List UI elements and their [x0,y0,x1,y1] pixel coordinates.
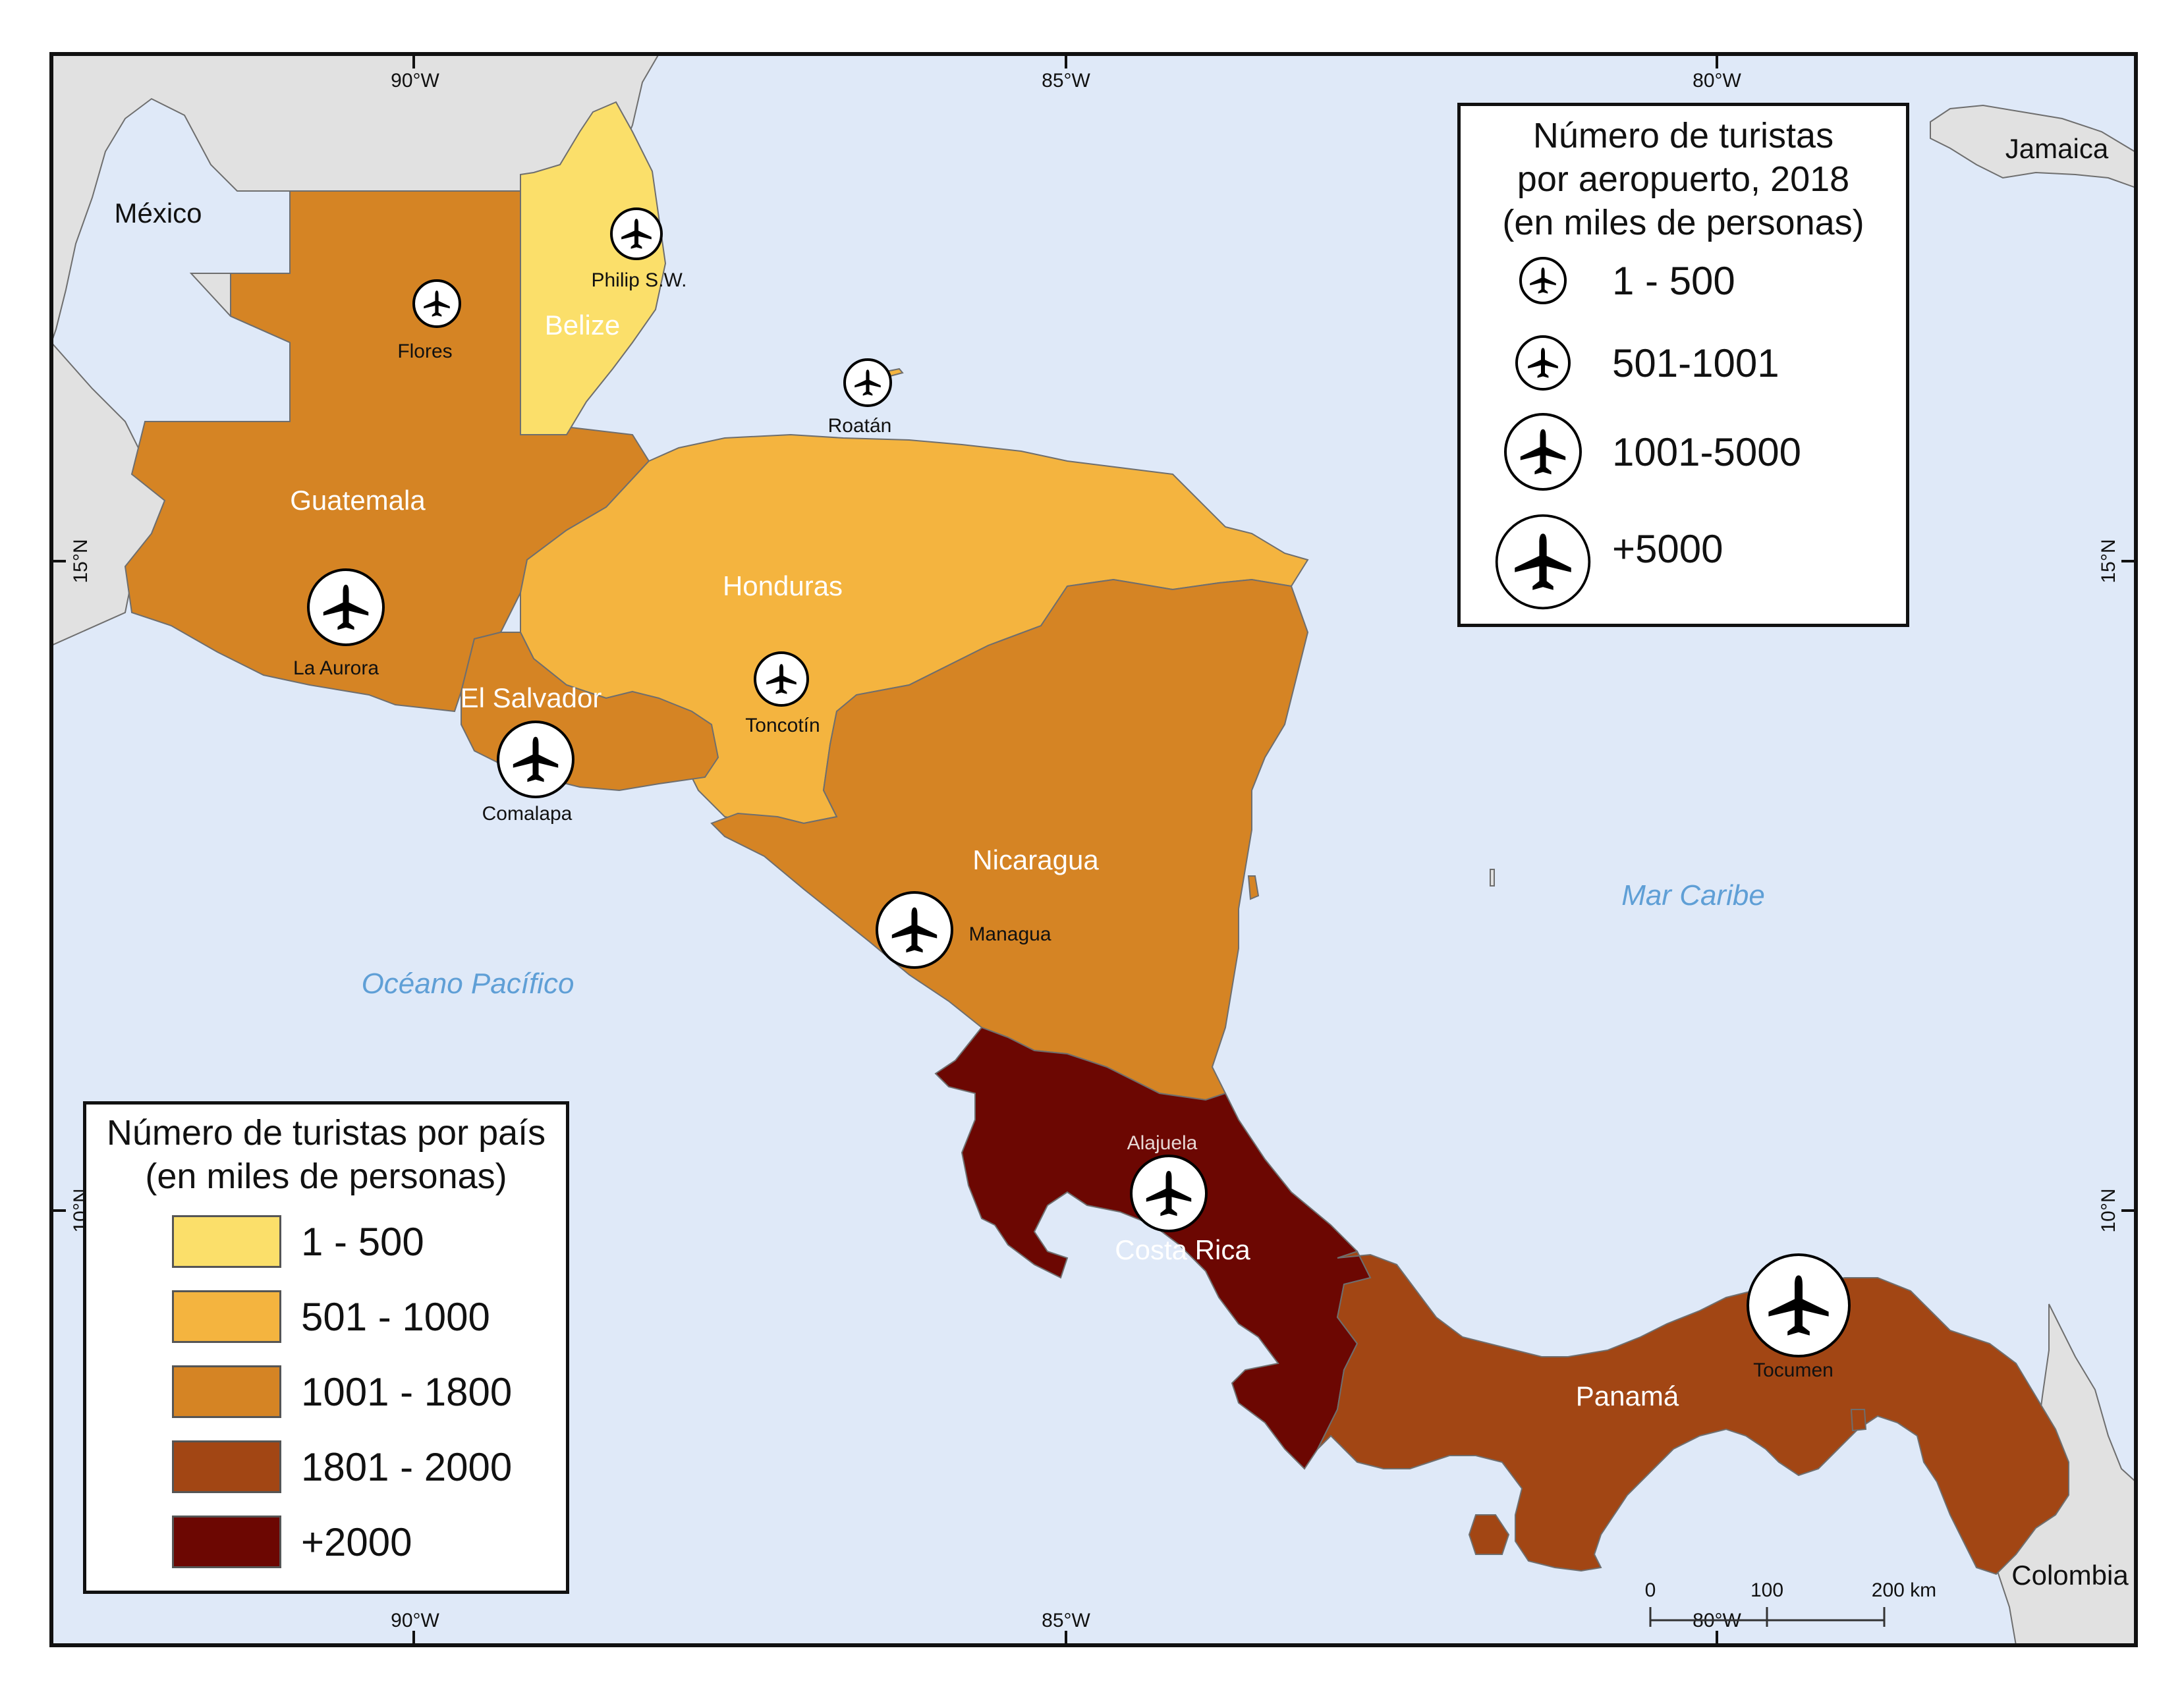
scale-bar-labels: 0 100 200 km [1645,1579,1937,1601]
airport-label: Flores [397,341,452,362]
label-el-salvador: El Salvador [461,682,602,713]
legend-swatch-3 [172,1365,281,1418]
label-pacific-ocean: Océano Pacífico [362,968,574,1000]
airport-label: Roatán [828,415,892,437]
airport-legend-row: 501-1001 [1494,330,1779,396]
place-labels: México Jamaica Colombia [114,133,2129,1591]
airport-legend-title: Número de turistas por aeropuerto, 2018 … [1461,114,1906,244]
airport-label: Alajuela [1127,1132,1198,1154]
airport-legend-title-line: por aeropuerto, 2018 [1517,159,1850,199]
legend-swatch-1 [172,1215,281,1268]
airport-comalapa[interactable]: Comalapa [482,721,574,825]
scale-tick-100: 100 [1750,1579,1783,1601]
country-legend-row: 1001 - 1800 [172,1365,512,1418]
airport-legend-row: 1001-5000 [1494,409,1801,495]
top-lon-80: 80°W [1693,70,1741,92]
plane-icon [1495,514,1591,610]
map-frame [49,52,2138,1647]
country-labels: Guatemala Belize Honduras El Salvador Ni… [290,310,1679,1411]
nicaragua-shape [710,578,1309,1101]
label-mexico: México [114,198,202,229]
plane-icon [1504,413,1582,491]
country-legend-row: 1 - 500 [172,1215,424,1268]
airport-la-aurora[interactable]: La Aurora [293,568,385,679]
label-guatemala: Guatemala [290,485,426,516]
airport-legend-marker [1494,409,1592,495]
bottom-lon-90: 90°W [391,1610,439,1631]
country-legend-label: +2000 [301,1519,412,1564]
label-belize: Belize [545,310,620,341]
legend-swatch-2 [172,1290,281,1343]
airport-label: Tocumen [1753,1359,1834,1381]
label-panama: Panamá [1576,1380,1679,1411]
scale-tick-200: 200 km [1872,1579,1936,1601]
airport-legend-title-line: (en miles de personas) [1502,203,1864,242]
scale-tick-0: 0 [1645,1579,1656,1601]
airport-label: Philip S.W. [591,269,686,291]
country-legend-row: 501 - 1000 [172,1290,490,1343]
country-legend-title-line: Número de turistas por país [106,1113,546,1153]
airport-flores[interactable]: Flores [397,279,461,362]
airport-legend-row: +5000 [1494,509,1723,615]
right-lat-10: 10°N [2098,1188,2119,1232]
airport-alajuela[interactable]: Alajuela [1127,1132,1208,1232]
top-lon-85: 85°W [1042,70,1090,92]
label-colombia: Colombia [2011,1560,2129,1591]
airport-managua[interactable]: Managua [876,891,1051,969]
legend-swatch-4 [172,1440,281,1493]
label-caribbean-sea: Mar Caribe [1621,879,1765,912]
country-legend-label: 501 - 1000 [301,1294,490,1339]
airport-legend-label: 1 - 500 [1612,258,1735,303]
label-jamaica: Jamaica [2005,133,2109,164]
airport-legend-title-line: Número de turistas [1532,116,1834,155]
country-legend-row: +2000 [172,1516,412,1568]
bottom-lon-85: 85°W [1042,1610,1090,1631]
label-honduras: Honduras [723,570,843,601]
costa-rica-shape [934,1026,1372,1470]
airport-tocumen[interactable]: Tocumen [1747,1253,1851,1381]
airport-legend-marker [1494,251,1592,310]
left-lat-15: 15°N [70,539,92,583]
airport-label: La Aurora [293,657,379,679]
airports: Philip S.W. Flores Roatán La Aurora Coma… [293,207,1851,1381]
country-legend-label: 1001 - 1800 [301,1369,513,1414]
airport-roatan[interactable]: Roatán [828,358,892,437]
country-legend-label: 1801 - 2000 [301,1444,513,1489]
right-lat-15: 15°N [2098,539,2119,583]
graticule-ticks [51,54,2136,1645]
airport-label: Managua [968,923,1051,945]
airport-legend-label: 1001-5000 [1612,429,1801,474]
scale-bar [1649,1607,1886,1627]
label-costa-rica: Costa Rica [1115,1234,1250,1265]
country-legend-label: 1 - 500 [301,1219,424,1264]
airport-legend-label: +5000 [1612,526,1723,571]
legend-swatch-5 [172,1516,281,1568]
airport-legend: Número de turistas por aeropuerto, 2018 … [1457,103,1909,627]
panama-shape [1317,1250,2069,1575]
country-legend-title-line: (en miles de personas) [145,1157,507,1196]
water-labels: Océano Pacífico Mar Caribe [362,879,1765,1000]
nicaragua-island [1247,875,1260,900]
label-nicaragua: Nicaragua [972,844,1099,875]
panama-island-small [1850,1409,1867,1432]
country-legend-row: 1801 - 2000 [172,1440,512,1493]
belize-shape [520,101,667,435]
plane-icon [1515,335,1571,391]
airport-legend-label: 501-1001 [1612,341,1779,385]
airport-legend-marker [1494,330,1592,396]
airport-philip-sw[interactable]: Philip S.W. [591,207,687,291]
caribbean-cay [1490,869,1495,887]
plane-icon [1519,257,1567,304]
airport-toncontin[interactable]: Toncotín [745,651,820,736]
country-legend-title: Número de turistas por país (en miles de… [86,1111,566,1198]
airport-label: Comalapa [482,803,573,825]
top-lon-90: 90°W [391,70,439,92]
airport-legend-row: 1 - 500 [1494,251,1735,310]
panama-island [1468,1514,1510,1555]
jamaica-land [1930,104,2136,189]
airport-legend-marker [1494,509,1592,615]
airport-label: Toncotín [745,715,820,736]
country-legend: Número de turistas por país (en miles de… [83,1101,569,1594]
